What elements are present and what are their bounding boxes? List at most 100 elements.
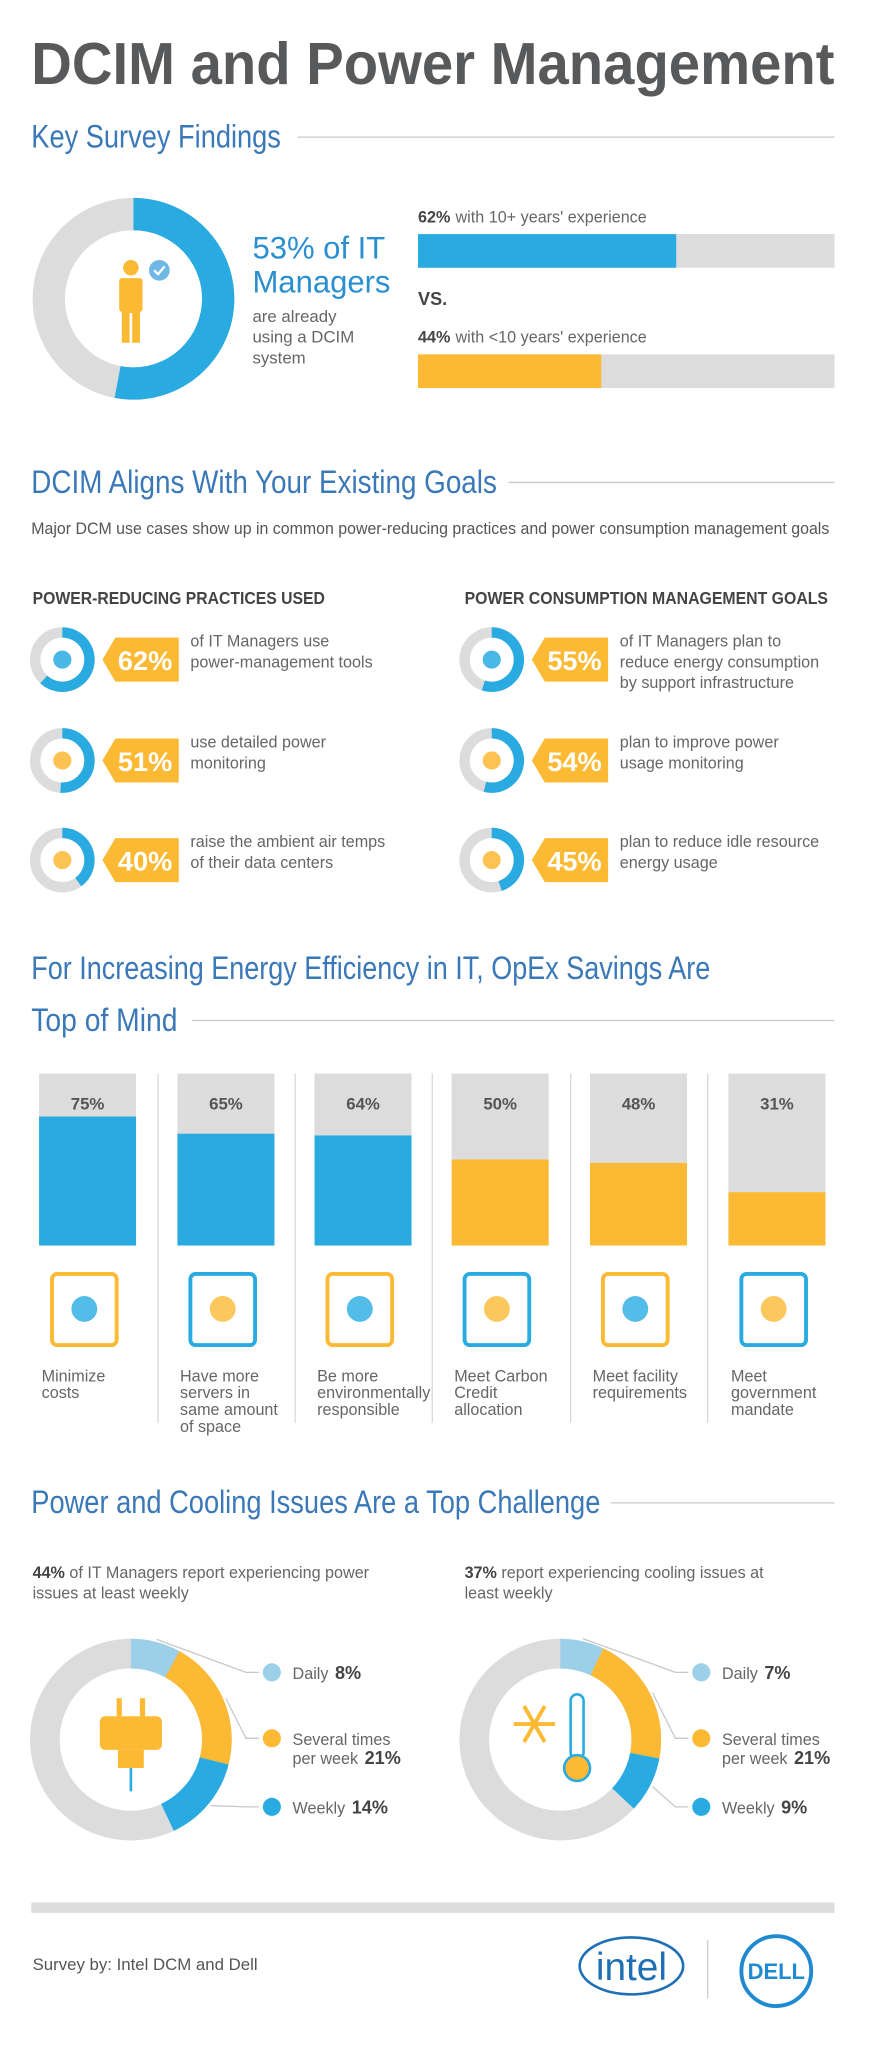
item-text: usage monitoring <box>620 754 744 772</box>
ring-icon-dot <box>53 851 72 870</box>
donut-headline: 53% of IT <box>252 231 385 266</box>
icon-dot <box>622 1295 649 1322</box>
donut-segment <box>130 1638 180 1678</box>
bar-category: mandate <box>731 1401 794 1419</box>
item-text: reduce energy consumption <box>620 653 819 671</box>
bar-category: costs <box>42 1384 80 1402</box>
legend-text: Weekly 14% <box>293 1797 388 1817</box>
legend-text: Daily 8% <box>293 1663 362 1683</box>
section-heading: Key Survey Findings <box>31 118 281 154</box>
donut-subtext: system <box>252 348 305 367</box>
panel-highlight: 37% <box>465 1564 497 1582</box>
bar <box>314 1135 412 1246</box>
ring-icon-dot <box>482 650 501 669</box>
bar <box>590 1162 688 1246</box>
panel-intro: least weekly <box>465 1585 554 1603</box>
percent-badge-label: 40% <box>118 845 172 876</box>
bar-category: Meet facility <box>593 1367 679 1385</box>
icon-dot <box>346 1295 373 1322</box>
icon-box <box>739 1272 808 1348</box>
bar <box>418 354 602 389</box>
legend-value: 8% <box>335 1663 361 1683</box>
bar <box>728 1192 826 1246</box>
legend-name: Weekly <box>722 1799 776 1817</box>
bar <box>451 1159 549 1246</box>
item-text: monitoring <box>190 754 265 772</box>
ring-icon-dot <box>53 751 72 770</box>
bar-category: of space <box>180 1418 241 1436</box>
legend-value: 14% <box>352 1797 388 1817</box>
bar-label: 75% <box>71 1095 105 1114</box>
bar <box>418 234 677 268</box>
panel-intro: 44% of IT Managers report experiencing p… <box>33 1564 370 1582</box>
donut-segment <box>114 197 235 400</box>
plug-body <box>99 1716 162 1750</box>
plug-neck <box>117 1749 144 1769</box>
ring-segment <box>40 627 95 692</box>
leader-line <box>651 1692 689 1739</box>
bar-icon <box>739 1272 808 1348</box>
section-heading: Power and Cooling Issues Are a Top Chall… <box>31 1484 600 1520</box>
icon-box <box>601 1272 670 1348</box>
percent-badge-label: 51% <box>118 746 172 777</box>
item-text: raise the ambient air temps <box>190 833 385 851</box>
column-title: POWER-REDUCING PRACTICES USED <box>33 588 325 608</box>
legend-text: Several times <box>293 1731 391 1749</box>
panel-intro-text: of IT Managers report experiencing power <box>65 1564 370 1582</box>
thermo-bulb <box>562 1753 592 1783</box>
icon-dot <box>760 1295 787 1322</box>
legend-dot <box>692 1797 711 1816</box>
comparison-label: 44% <box>418 329 450 347</box>
bar-icon <box>50 1272 119 1348</box>
page-title: DCIM and Power Management <box>31 30 834 97</box>
bar-category: servers in <box>180 1384 250 1402</box>
icon-dot <box>209 1295 236 1322</box>
panel-intro-text: report experiencing cooling issues at <box>497 1564 764 1582</box>
icon-check <box>148 259 170 281</box>
donut-subtext: are already <box>252 307 337 326</box>
donut-segment <box>590 1648 662 1759</box>
bar <box>39 1116 137 1246</box>
bar-label: 65% <box>209 1095 243 1114</box>
bar-category: environmentally <box>317 1384 431 1402</box>
thermo-tube <box>569 1693 585 1761</box>
bar <box>177 1133 275 1246</box>
percent-badge <box>102 738 179 783</box>
legend-name: per week <box>722 1750 788 1768</box>
versus: VS. <box>418 289 447 309</box>
dell-ring <box>739 1934 814 2008</box>
legend-value: 21% <box>794 1748 830 1768</box>
legend-name: Several times <box>722 1731 820 1749</box>
ring-segment <box>61 827 95 887</box>
comparison-desc: with <10 years' experience <box>455 329 647 347</box>
donut-segment <box>611 1752 660 1809</box>
legend-value: 7% <box>764 1663 790 1683</box>
column-title: POWER CONSUMPTION MANAGEMENT GOALS <box>465 588 828 608</box>
section-heading: For Increasing Energy Efficiency in IT, … <box>31 950 710 986</box>
ring-icon-dot <box>53 650 72 669</box>
bar-category: government <box>731 1384 817 1402</box>
donut-segment <box>559 1638 604 1676</box>
ring-segment <box>483 728 525 793</box>
icon-box <box>188 1272 257 1348</box>
dell-logo: DELL <box>748 1959 805 1984</box>
section-heading: DCIM Aligns With Your Existing Goals <box>31 464 497 500</box>
panel-intro: issues at least weekly <box>33 1585 190 1603</box>
leader-line <box>652 1786 689 1808</box>
bar-label: 48% <box>622 1095 656 1114</box>
section-subtitle: Major DCM use cases show up in common po… <box>31 520 829 538</box>
percent-badge <box>102 637 179 682</box>
legend-text: Several times <box>722 1731 820 1749</box>
legend-dot <box>262 1797 281 1816</box>
item-text: power-management tools <box>190 653 372 671</box>
bar-category: Be more <box>317 1367 378 1385</box>
item-text: by support infrastructure <box>620 674 794 692</box>
legend-value: 21% <box>365 1748 401 1768</box>
person-icon <box>119 259 170 343</box>
bar-icon <box>462 1272 532 1348</box>
section-heading: Top of Mind <box>31 1002 177 1038</box>
item-text: plan to improve power <box>620 734 780 752</box>
comparison-desc: with 10+ years' experience <box>455 208 647 226</box>
ring-segment <box>481 627 525 692</box>
